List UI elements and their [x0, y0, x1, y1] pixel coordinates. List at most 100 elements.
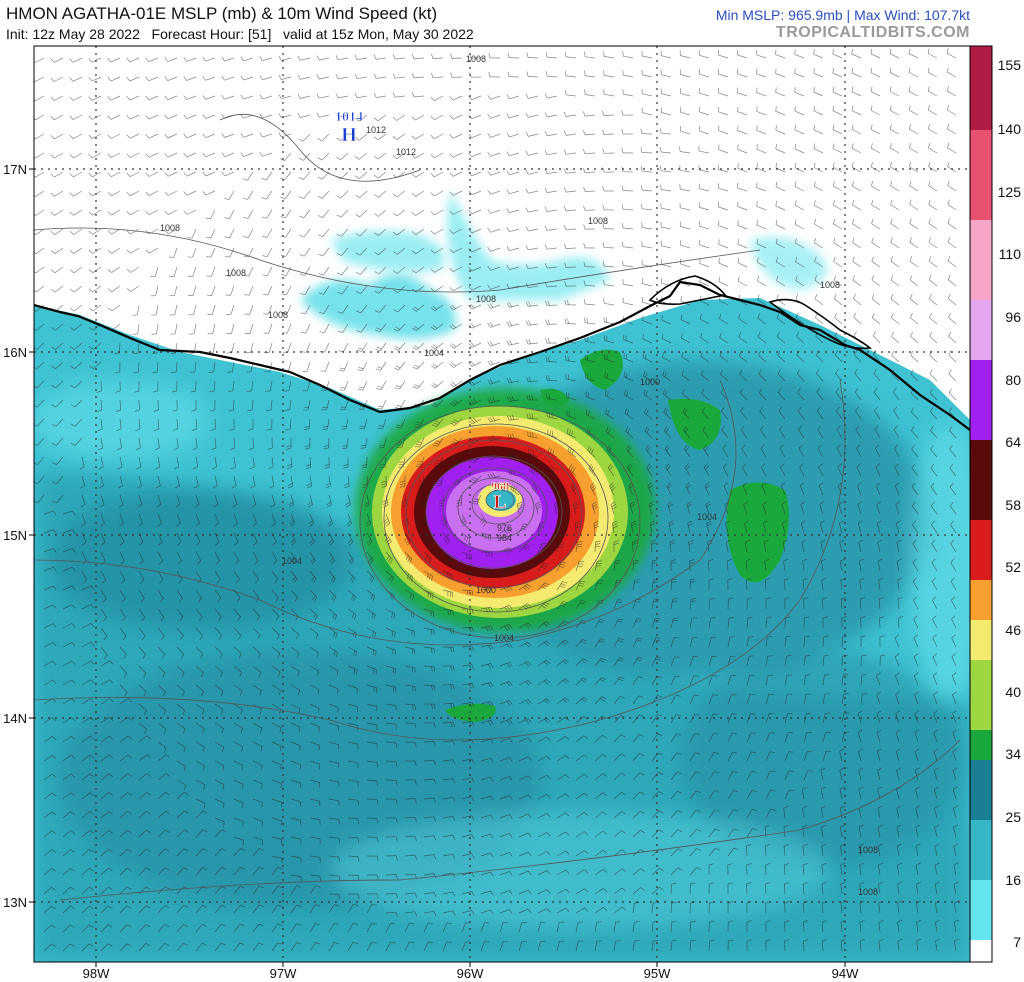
wind-barb	[81, 532, 87, 543]
wind-barb-flag	[660, 184, 662, 190]
wind-barb-flag	[373, 614, 376, 620]
wind-barb	[452, 171, 463, 177]
wind-barb	[661, 93, 672, 97]
wind-barb	[36, 380, 45, 389]
wind-barb-flag	[546, 736, 551, 741]
wind-barb	[651, 867, 660, 876]
wind-barb-flag	[639, 733, 645, 737]
wind-barb	[461, 664, 472, 667]
wind-barb-flag	[371, 903, 377, 906]
wind-barb	[667, 504, 672, 515]
wind-barb-flag	[405, 555, 409, 561]
wind-barb-flag	[775, 162, 778, 168]
wind-barb	[547, 171, 558, 175]
wind-barb	[111, 209, 121, 216]
wind-barb-flag	[714, 809, 720, 812]
wind-barb-flag	[174, 466, 179, 470]
wind-barb	[566, 94, 577, 97]
wind-barb-flag	[646, 463, 651, 468]
wind-barb	[670, 695, 677, 705]
wind-barb-flag	[621, 887, 627, 892]
wind-barb	[167, 57, 178, 62]
wind-barb-flag	[600, 657, 606, 661]
wind-barb	[794, 148, 805, 154]
wind-barb-flag	[794, 124, 796, 130]
wind-barb	[136, 304, 140, 315]
wind-barb-flag	[545, 601, 550, 606]
wind-barb-flag	[860, 596, 866, 600]
wind-barb-flag	[449, 286, 454, 292]
wind-barb-flag	[890, 237, 893, 243]
wind-barb-flag	[656, 656, 662, 659]
wind-barb-flag	[175, 504, 181, 508]
wind-barb-flag	[133, 371, 139, 374]
wind-barb	[641, 170, 653, 173]
wind-barb-flag	[878, 881, 884, 885]
wind-barb-flag	[100, 523, 105, 527]
wind-barb-flag	[70, 849, 75, 853]
wind-barb	[176, 791, 185, 800]
wind-barb-flag	[88, 230, 93, 235]
wind-barb	[100, 867, 109, 876]
wind-barb-flag	[852, 200, 855, 205]
wind-barb	[233, 703, 243, 710]
wind-barb	[871, 223, 881, 230]
wind-barb-flag	[34, 137, 36, 140]
wind-barb-flag	[372, 596, 376, 601]
wind-barb-flag	[234, 541, 239, 546]
wind-barb-flag	[682, 407, 686, 413]
wind-barb	[309, 703, 320, 709]
wind-barb-flag	[431, 53, 434, 59]
wind-barb-flag	[354, 73, 358, 79]
wind-barb-flag	[50, 173, 55, 178]
wind-barb-flag	[841, 616, 847, 619]
wind-barb-flag	[617, 640, 623, 643]
wind-barb	[413, 95, 425, 98]
wind-barb-flag	[912, 558, 917, 563]
wind-barb-flag	[335, 93, 339, 99]
wind-barb	[214, 867, 222, 876]
wind-barb	[214, 456, 217, 467]
wind-barb-flag	[592, 486, 597, 491]
wind-barb-flag	[525, 643, 530, 648]
wind-barb-flag	[663, 426, 668, 431]
wind-barb-flag	[612, 520, 618, 524]
wind-barb	[35, 209, 45, 216]
wind-barb-flag	[292, 576, 296, 582]
wind-barb	[947, 128, 957, 135]
wind-barb-flag	[206, 275, 212, 277]
wind-barb	[896, 542, 900, 553]
wind-barb-flag	[909, 237, 912, 243]
wind-barb	[397, 285, 406, 293]
wind-barb	[499, 814, 510, 819]
wind-barb-flag	[336, 156, 341, 161]
wind-barb-flag	[277, 885, 283, 889]
wind-barb	[416, 304, 425, 312]
wind-barb-flag	[677, 790, 683, 794]
wind-barb	[951, 694, 957, 705]
wind-barb	[138, 475, 142, 486]
wind-barb-flag	[280, 216, 286, 219]
wind-barb-flag	[485, 570, 489, 576]
wind-barb-flag	[532, 432, 534, 438]
wind-barb	[328, 874, 340, 877]
wind-barb	[796, 336, 805, 344]
wind-barb-flag	[142, 654, 146, 659]
wind-barb-flag	[689, 561, 695, 564]
wind-barb	[290, 513, 295, 524]
wind-barb-flag	[602, 869, 608, 873]
wind-barb	[53, 95, 64, 101]
wind-barb-flag	[509, 662, 513, 667]
wind-barb-flag	[813, 124, 816, 130]
wind-barb	[248, 266, 254, 277]
wind-barb-flag	[164, 867, 170, 871]
wind-barb-flag	[657, 695, 663, 698]
wind-barb	[167, 76, 178, 82]
wind-barb-flag	[323, 447, 329, 450]
wind-barb	[324, 342, 330, 353]
wind-barb	[327, 418, 330, 429]
wind-barb	[575, 888, 585, 895]
wind-barb-flag	[393, 270, 398, 274]
wind-barb-flag	[570, 466, 574, 471]
wind-barb-flag	[928, 161, 931, 167]
